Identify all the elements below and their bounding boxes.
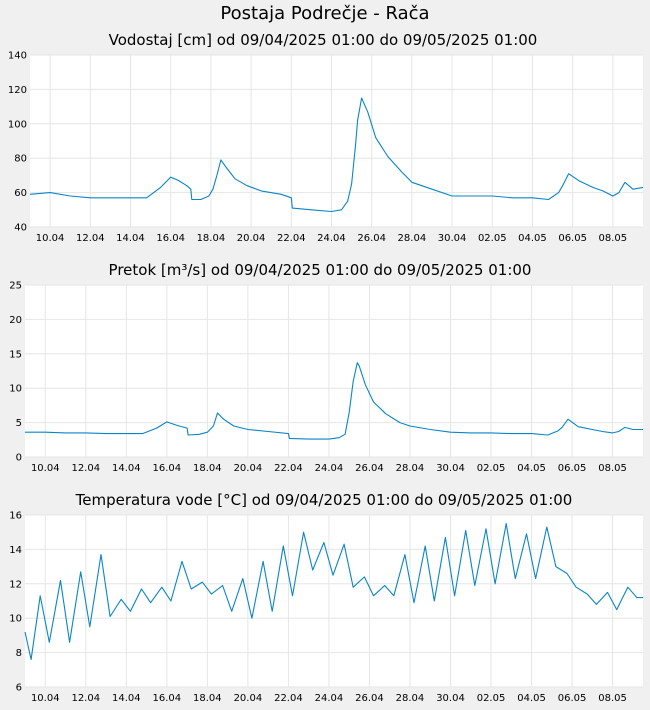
water-level-x-tick-label: 06.05 xyxy=(558,233,587,244)
water-level-y-tick-label: 60 xyxy=(14,188,27,199)
water-level-y-tick-label: 80 xyxy=(14,154,27,165)
water-level-x-tick-label: 16.04 xyxy=(156,233,185,244)
water-level-x-tick-label: 18.04 xyxy=(197,233,226,244)
discharge-y-tick-label: 5 xyxy=(16,418,22,429)
water-temperature-y-tick-label: 16 xyxy=(9,511,22,522)
discharge-y-tick-label: 25 xyxy=(9,281,22,292)
water-level-y-tick-label: 100 xyxy=(8,119,27,130)
water-level-x-tick-label: 04.05 xyxy=(518,233,547,244)
water-level-series-line xyxy=(29,97,644,213)
water-temperature-x-tick-label: 26.04 xyxy=(355,693,384,704)
water-temperature-y-tick-label: 6 xyxy=(16,683,22,694)
water-temperature-x-tick-label: 24.04 xyxy=(315,693,344,704)
station-title: Postaja Podrečje - Rača xyxy=(220,3,430,24)
discharge-x-tick-label: 12.04 xyxy=(71,463,100,474)
water-level-x-tick-label: 30.04 xyxy=(438,233,467,244)
water-temperature-x-tick-label: 20.04 xyxy=(234,693,263,704)
discharge-y-tick-label: 10 xyxy=(9,384,22,395)
discharge-plot-area: 0 5 10 15 20 25 10.04 12.04 14.04 16.04 18.04 20.04… xyxy=(9,281,643,474)
discharge-x-tick-label: 28.04 xyxy=(396,463,425,474)
discharge-x-tick-label: 10.04 xyxy=(31,463,60,474)
water-temperature-x-tick-label: 04.05 xyxy=(517,693,546,704)
water-temperature-x-tick-label: 28.04 xyxy=(396,693,425,704)
water-temperature-x-tick-label: 22.04 xyxy=(274,693,303,704)
discharge-x-tick-label: 16.04 xyxy=(153,463,182,474)
water-temperature-x-tick-label: 14.04 xyxy=(112,693,141,704)
water-temperature-x-tick-label: 12.04 xyxy=(71,693,100,704)
discharge-x-tick-label: 04.05 xyxy=(517,463,546,474)
water-temperature-series-line xyxy=(24,523,643,661)
water-temperature-x-tick-label: 18.04 xyxy=(193,693,222,704)
water-level-chart: Vodostaj [cm] od 09/04/2025 01:00 do 09/… xyxy=(8,31,644,244)
discharge-plot-background xyxy=(25,285,643,457)
water-temperature-y-tick-label: 8 xyxy=(16,648,22,659)
water-level-y-tick-label: 140 xyxy=(8,51,27,62)
water-level-x-tick-label: 24.04 xyxy=(317,233,346,244)
discharge-x-tick-label: 22.04 xyxy=(274,463,303,474)
discharge-x-tick-label: 24.04 xyxy=(315,463,344,474)
discharge-x-tick-label: 20.04 xyxy=(234,463,263,474)
water-level-x-tick-label: 02.05 xyxy=(478,233,507,244)
water-level-chart-title: Vodostaj [cm] od 09/04/2025 01:00 do 09/… xyxy=(109,31,538,49)
water-level-x-tick-label: 22.04 xyxy=(277,233,306,244)
water-temperature-plot-background xyxy=(25,515,643,687)
discharge-y-tick-label: 20 xyxy=(9,315,22,326)
water-temperature-x-tick-label: 02.05 xyxy=(477,693,506,704)
water-temperature-x-tick-label: 30.04 xyxy=(436,693,465,704)
water-temperature-chart-title: Temperatura vode [°C] od 09/04/2025 01:0… xyxy=(75,491,573,509)
water-level-x-tick-label: 14.04 xyxy=(116,233,145,244)
water-level-x-tick-label: 10.04 xyxy=(36,233,65,244)
discharge-x-tick-label: 26.04 xyxy=(355,463,384,474)
discharge-x-tick-label: 30.04 xyxy=(436,463,465,474)
discharge-x-tick-label: 06.05 xyxy=(558,463,587,474)
water-level-y-tick-label: 120 xyxy=(8,85,27,96)
water-level-y-tick-label: 40 xyxy=(14,223,27,234)
water-level-x-tick-label: 26.04 xyxy=(357,233,386,244)
water-temperature-y-tick-label: 14 xyxy=(9,545,22,556)
water-level-x-tick-label: 20.04 xyxy=(237,233,266,244)
discharge-x-tick-label: 02.05 xyxy=(477,463,506,474)
water-temperature-x-tick-label: 10.04 xyxy=(31,693,60,704)
water-temperature-x-tick-label: 08.05 xyxy=(598,693,627,704)
discharge-x-tick-label: 14.04 xyxy=(112,463,141,474)
discharge-series-line xyxy=(25,362,643,440)
water-level-plot-background xyxy=(30,55,643,227)
water-level-x-tick-label: 08.05 xyxy=(599,233,628,244)
discharge-x-tick-label: 08.05 xyxy=(598,463,627,474)
discharge-y-tick-label: 15 xyxy=(9,349,22,360)
discharge-chart: Pretok [m³/s] od 09/04/2025 01:00 do 09/… xyxy=(9,261,643,474)
water-temperature-y-tick-label: 10 xyxy=(9,614,22,625)
water-temperature-plot-area: 6 8 10 12 14 16 10.04 12.04 14.04 16.04 18.04 20.04… xyxy=(9,511,643,704)
water-level-x-tick-label: 28.04 xyxy=(398,233,427,244)
water-level-plot-area: 40 60 80 100 120 140 10.04 12.04 14.04 16.04 18.04… xyxy=(8,51,644,244)
water-temperature-y-tick-label: 12 xyxy=(9,579,22,590)
discharge-x-tick-label: 18.04 xyxy=(193,463,222,474)
water-temperature-chart: Temperatura vode [°C] od 09/04/2025 01:0… xyxy=(9,491,643,704)
water-level-x-tick-label: 12.04 xyxy=(76,233,105,244)
discharge-y-tick-label: 0 xyxy=(16,453,22,464)
water-temperature-x-tick-label: 06.05 xyxy=(558,693,587,704)
water-temperature-x-tick-label: 16.04 xyxy=(153,693,182,704)
discharge-chart-title: Pretok [m³/s] od 09/04/2025 01:00 do 09/… xyxy=(109,261,532,279)
